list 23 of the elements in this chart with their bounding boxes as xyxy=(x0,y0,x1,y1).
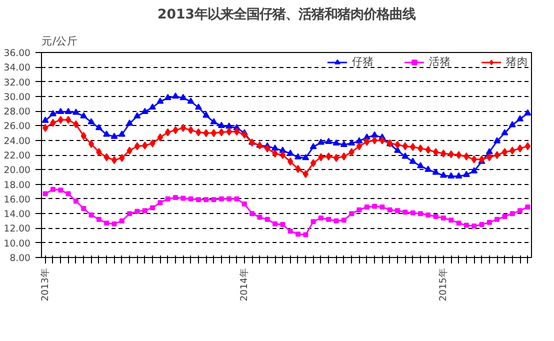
y-tick-label: 24.00 xyxy=(4,136,31,147)
y-tick-label: 30.00 xyxy=(4,92,31,103)
y-tick-label: 22.00 xyxy=(4,150,31,162)
y-axis-title: 元/公斤 xyxy=(42,34,78,48)
legend-label: 猪肉 xyxy=(506,55,528,69)
y-tick-label: 32.00 xyxy=(4,77,31,88)
x-tick-label: 2014年 xyxy=(238,268,250,302)
y-tick-label: 10.00 xyxy=(4,238,31,250)
y-tick-label: 20.00 xyxy=(4,165,31,176)
y-tick-label: 28.00 xyxy=(4,106,31,118)
y-tick-label: 14.00 xyxy=(4,209,31,220)
x-tick-label: 2015年 xyxy=(438,268,449,302)
y-tick-label: 18.00 xyxy=(4,180,31,191)
legend-label: 活猪 xyxy=(429,55,451,69)
y-tick-label: 34.00 xyxy=(4,62,31,74)
y-tick-label: 12.00 xyxy=(4,224,31,235)
x-tick-label: 2013年 xyxy=(40,268,51,302)
legend-label: 仔猪 xyxy=(352,55,374,69)
y-tick-label: 8.00 xyxy=(10,253,31,264)
y-tick-label: 36.00 xyxy=(4,48,31,59)
chart-title: 2013年以来全国仔猪、活猪和猪肉价格曲线 xyxy=(157,6,416,22)
y-tick-label: 16.00 xyxy=(4,194,31,206)
y-tick-label: 26.00 xyxy=(4,121,31,132)
